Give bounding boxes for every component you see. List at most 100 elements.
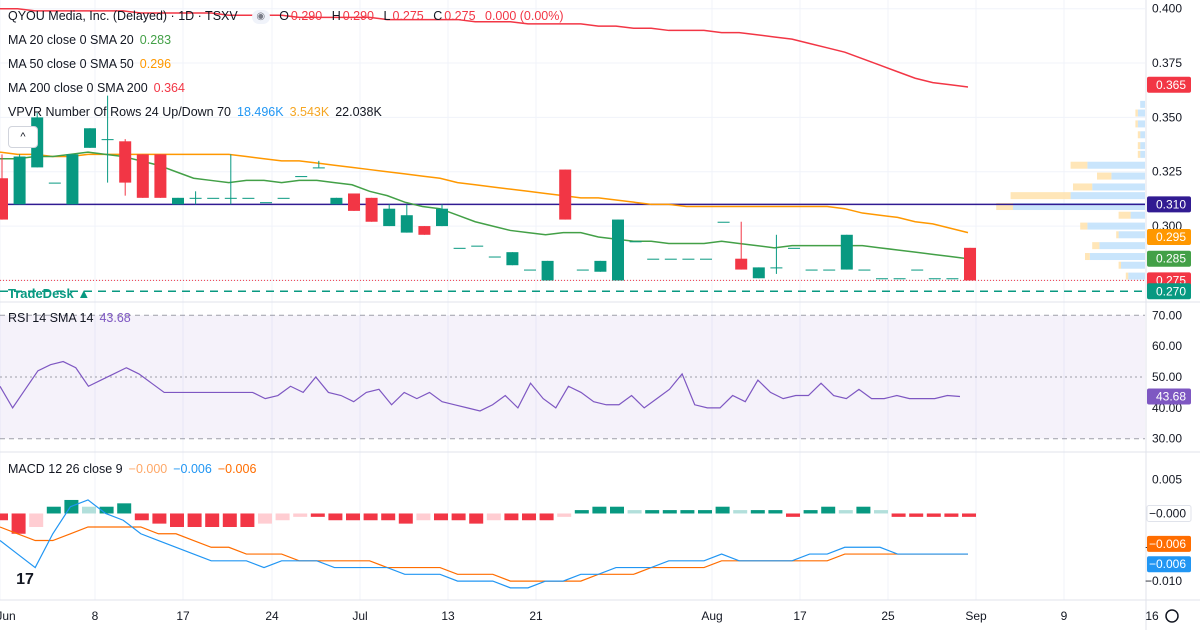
candle-body (788, 247, 800, 249)
open-value: 0.290 (290, 9, 323, 23)
macd-histogram-bar (592, 506, 607, 514)
rsi-tick-label: 70.00 (1152, 308, 1182, 322)
vpvr-up-bar (1070, 192, 1145, 200)
candle-body (0, 178, 8, 220)
vpvr-total-value: 22.038K (335, 105, 382, 119)
price-tick-label: 0.325 (1152, 165, 1182, 179)
gear-icon[interactable] (1165, 609, 1179, 623)
low-label: L (383, 9, 391, 23)
vpvr-up-bar (1130, 211, 1145, 219)
candle-body (700, 258, 712, 260)
macd-histogram-bar (0, 513, 8, 521)
vpvr-up-bar (1137, 120, 1145, 128)
macd-histogram-bar (240, 513, 255, 527)
x-tick-label: 24 (265, 609, 279, 623)
vpvr-down-bar (1085, 253, 1090, 261)
x-tick-label: Jul (352, 609, 367, 623)
x-tick-label: 13 (441, 609, 455, 623)
price-tag-bg (1147, 76, 1191, 93)
price-tick-label: 0.350 (1152, 110, 1182, 124)
vpvr-down-bar (1118, 211, 1131, 219)
candle-body (858, 269, 871, 271)
open-label: O (279, 9, 289, 23)
rsi-tick-label: 50.00 (1152, 370, 1182, 384)
macd-histogram-bar (856, 506, 871, 514)
macd-histogram-bar (803, 510, 818, 514)
macd-histogram-bar (539, 513, 554, 521)
ma20-label: MA 20 close 0 SMA 20 (8, 33, 134, 47)
candle-body (453, 247, 466, 249)
vpvr-down-value: 3.543K (289, 105, 330, 119)
ma200-legend[interactable]: MA 200 close 0 SMA 200 0.364 (8, 80, 191, 96)
rsi-value: 43.68 (99, 311, 131, 325)
macd-histogram-bar (152, 513, 167, 524)
tradingview-logo[interactable]: 17 (16, 571, 34, 588)
vpvr-down-bar (996, 203, 1013, 211)
candle-body (876, 278, 888, 280)
macd-signal-value: −0.006 (217, 462, 257, 476)
macd-histogram-bar (750, 510, 765, 514)
axes: 0.4000.3750.3500.3250.3000.2750.3650.310… (0, 2, 1192, 623)
x-tick-label: 21 (529, 609, 543, 623)
candle-body (224, 197, 237, 199)
macd-histogram-bar (698, 510, 712, 514)
macd-legend[interactable]: MACD 12 26 close 9 −0.000 −0.006 −0.006 (8, 461, 262, 477)
vpvr-down-bar (1116, 231, 1119, 239)
macd-tag: −0.006 (1149, 557, 1186, 571)
candle-body (541, 260, 554, 281)
candle-body (207, 197, 220, 199)
tradedesk-label[interactable]: TradeDesk ▲ (8, 286, 90, 301)
macd-pane (0, 499, 976, 589)
change-value: 0.000 (0.00%) (485, 9, 564, 23)
x-tick-label: 17 (176, 609, 190, 623)
candle-body (277, 197, 290, 199)
macd-histogram-bar (187, 513, 202, 527)
ma200-line (0, 7, 969, 88)
candle-body (330, 197, 343, 205)
high-value: 0.290 (342, 9, 374, 23)
vpvr-up-bar (1099, 242, 1145, 250)
macd-histogram-bar (346, 513, 360, 521)
macd-histogram-bar (416, 513, 431, 521)
x-tick-label: 16 (1145, 609, 1159, 623)
candle-body (488, 256, 501, 258)
macd-histogram-bar (205, 513, 220, 527)
vpvr-label: VPVR Number Of Rows 24 Up/Down 70 (8, 105, 232, 119)
x-tick-label: Jun (0, 609, 16, 623)
ma20-legend[interactable]: MA 20 close 0 SMA 20 0.283 (8, 32, 177, 48)
macd-histogram-bar (786, 513, 800, 517)
candle-body (348, 193, 360, 211)
candle-body (383, 208, 396, 227)
vpvr-up-bar (1118, 231, 1145, 239)
candle-body (242, 197, 255, 199)
candle-body (260, 202, 272, 204)
collapse-legend-button[interactable]: ^ (8, 126, 38, 148)
candle-body (172, 197, 184, 205)
candle-body (312, 167, 325, 169)
rsi-legend[interactable]: RSI 14 SMA 14 43.68 (8, 310, 137, 326)
candle-body (717, 221, 730, 223)
rsi-tag: 43.68 (1156, 390, 1186, 404)
vpvr-down-bar (1118, 261, 1121, 269)
macd-histogram-bar (99, 506, 114, 514)
macd-histogram-bar (662, 510, 677, 514)
candle-body (154, 154, 167, 198)
macd-histogram-bar (909, 513, 924, 517)
ma50-legend[interactable]: MA 50 close 0 SMA 50 0.296 (8, 56, 177, 72)
vpvr-up-bar (1140, 142, 1145, 150)
vpvr-up-bar (1137, 109, 1145, 117)
eye-icon[interactable]: ◉ (251, 9, 270, 24)
macd-histogram-bar (293, 513, 308, 517)
vpvr-up-bar (1121, 261, 1145, 269)
x-tick-label: 8 (92, 609, 99, 623)
vpvr-legend[interactable]: VPVR Number Of Rows 24 Up/Down 70 18.496K… (8, 104, 388, 120)
high-label: H (331, 9, 341, 23)
macd-histogram-bar (944, 513, 959, 517)
candle-body (735, 258, 748, 270)
macd-histogram-bar (82, 506, 96, 514)
candle-body (365, 197, 378, 222)
rsi-tick-label: 30.00 (1152, 432, 1182, 446)
macd-histogram-bar (222, 513, 237, 527)
macd-histogram-bar (891, 513, 906, 517)
